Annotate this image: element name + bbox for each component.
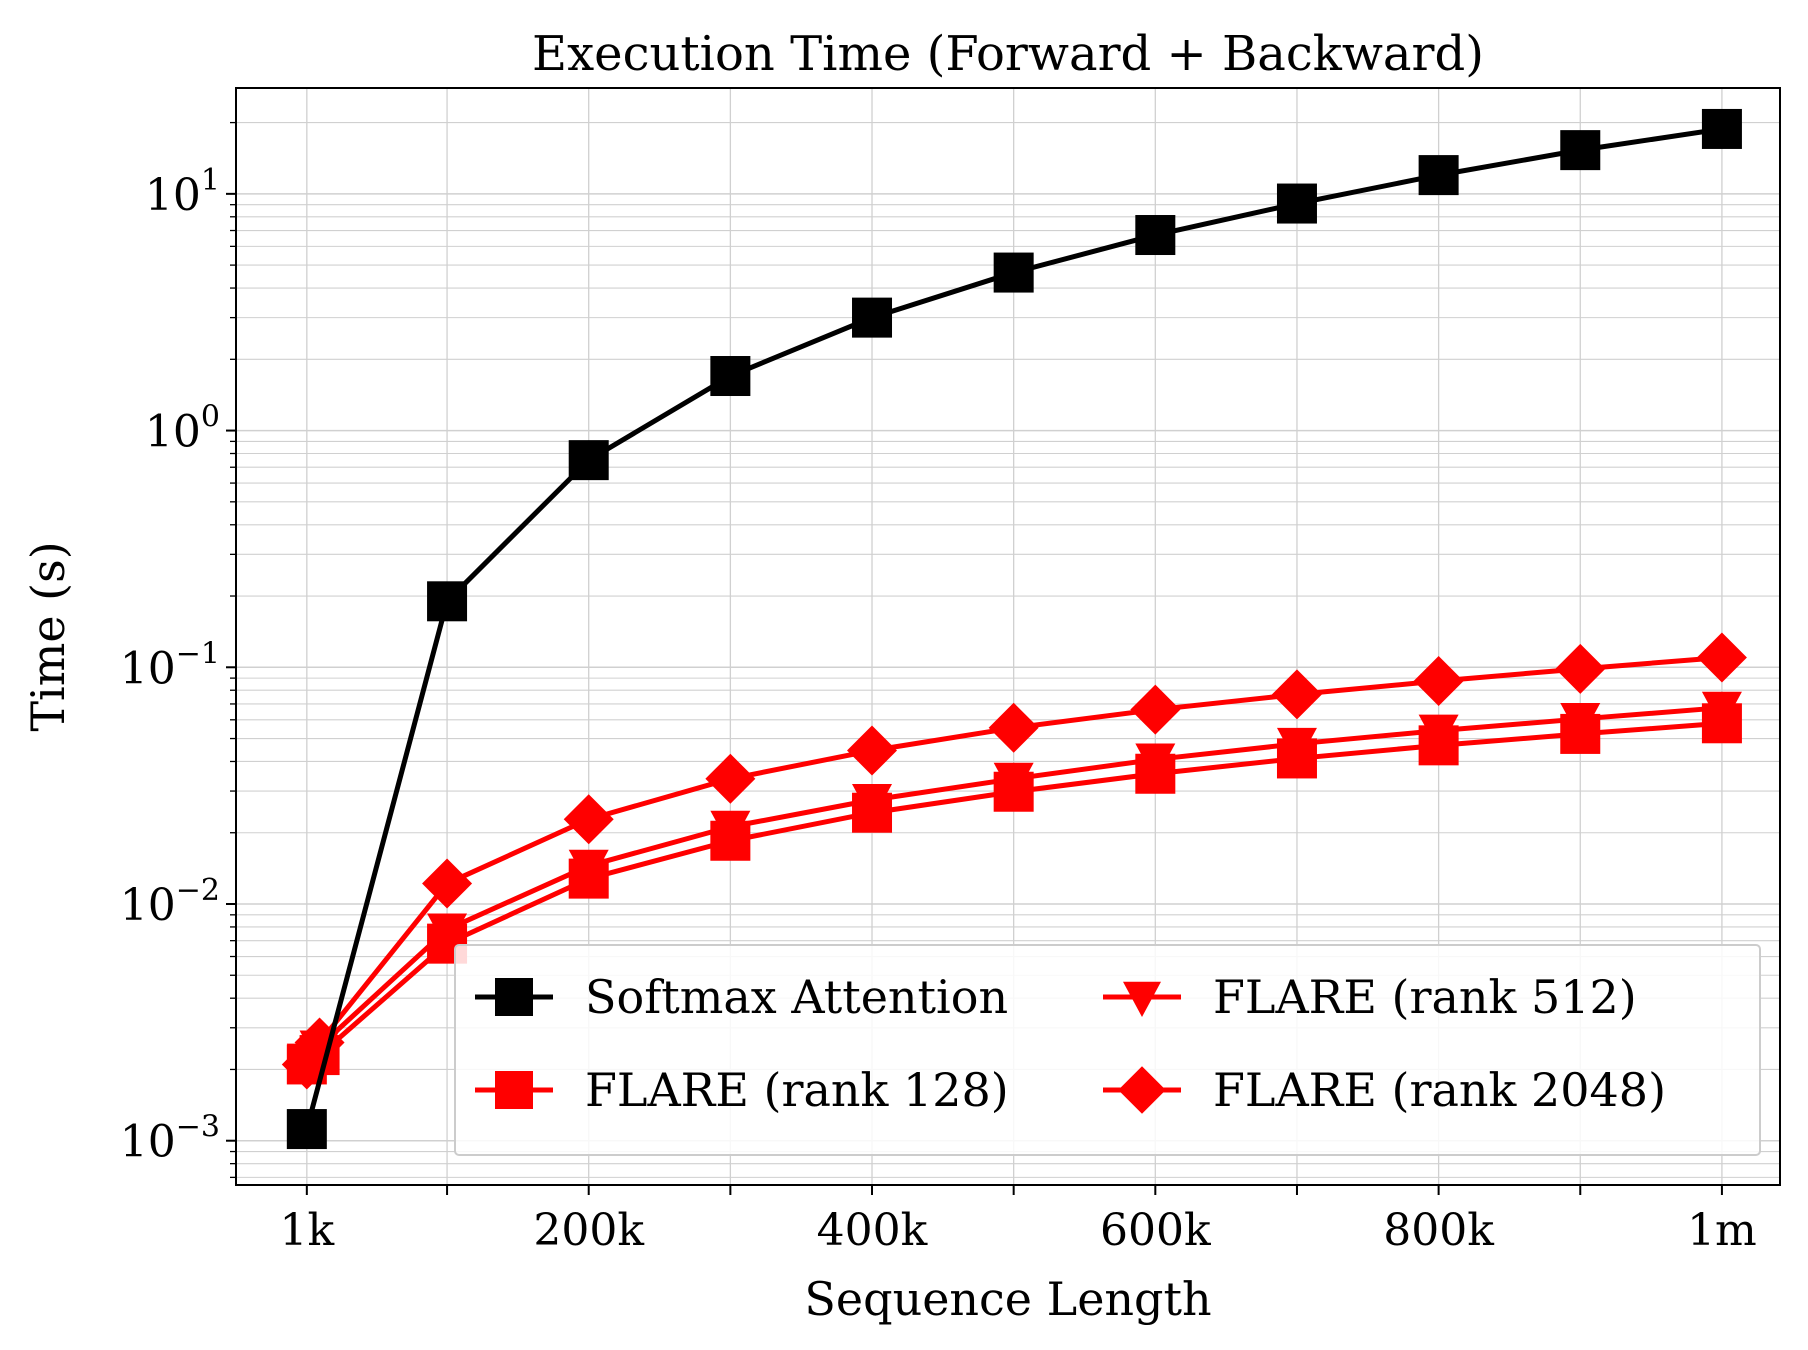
x-tick-label: 600k bbox=[1100, 1205, 1211, 1256]
data-point bbox=[1696, 632, 1747, 683]
data-point bbox=[1701, 691, 1742, 729]
y-tick-label: 10−1 bbox=[120, 636, 220, 694]
data-point bbox=[1555, 643, 1606, 694]
data-point bbox=[1560, 130, 1601, 171]
x-tick-label: 1k bbox=[279, 1205, 334, 1256]
legend-entry: FLARE (rank 512) bbox=[1103, 970, 1637, 1024]
data-point bbox=[1413, 656, 1464, 707]
x-tick-label: 1m bbox=[1687, 1205, 1757, 1256]
chart-title: Execution Time (Forward + Backward) bbox=[532, 26, 1484, 82]
y-tick-label: 101 bbox=[145, 163, 220, 221]
y-axis-label: Time (s) bbox=[21, 541, 75, 731]
x-tick-label: 200k bbox=[533, 1205, 644, 1256]
legend-swatch-marker bbox=[1118, 1066, 1166, 1114]
data-point bbox=[710, 810, 751, 848]
data-point bbox=[568, 440, 609, 481]
data-point bbox=[1418, 155, 1459, 196]
data-point bbox=[1560, 702, 1601, 740]
legend-entry: Softmax Attention bbox=[475, 970, 1008, 1024]
legend-swatch-marker bbox=[495, 1071, 533, 1109]
legend: Softmax Attention FLARE (rank 512) FLARE (… bbox=[454, 944, 1761, 1156]
legend-label: FLARE (rank 512) bbox=[1213, 970, 1637, 1024]
legend-entry: FLARE (rank 2048) bbox=[1103, 1063, 1666, 1117]
x-tick-label: 400k bbox=[817, 1205, 928, 1256]
data-point bbox=[1135, 743, 1176, 781]
data-point bbox=[852, 297, 893, 338]
legend-label: Softmax Attention bbox=[585, 970, 1008, 1024]
data-point bbox=[427, 913, 468, 951]
series-3 bbox=[281, 632, 1747, 1090]
data-point bbox=[286, 1109, 327, 1150]
data-point bbox=[988, 702, 1039, 753]
data-point bbox=[847, 725, 898, 776]
data-point bbox=[427, 581, 468, 622]
series-line bbox=[305, 705, 1723, 1062]
data-point bbox=[568, 849, 609, 887]
data-point bbox=[993, 252, 1034, 293]
legend-entry: FLARE (rank 128) bbox=[475, 1063, 1009, 1117]
data-point bbox=[1418, 714, 1459, 752]
data-point bbox=[710, 356, 751, 397]
data-point bbox=[705, 753, 756, 804]
data-point bbox=[993, 762, 1034, 800]
legend-swatch-marker bbox=[495, 978, 533, 1016]
x-axis-label: Sequence Length bbox=[804, 1272, 1211, 1326]
plot-frame bbox=[235, 87, 1781, 1186]
data-point bbox=[1276, 183, 1317, 224]
legend-label: FLARE (rank 2048) bbox=[1213, 1063, 1666, 1117]
y-tick-label: 100 bbox=[145, 400, 220, 458]
data-point bbox=[1271, 669, 1322, 720]
data-point bbox=[1130, 684, 1181, 735]
y-tick-label: 10−3 bbox=[120, 1110, 220, 1168]
series-0 bbox=[286, 108, 1742, 1150]
data-point bbox=[1701, 108, 1742, 149]
data-point bbox=[563, 794, 614, 845]
series-layer bbox=[281, 108, 1747, 1150]
data-point bbox=[852, 784, 893, 822]
data-point bbox=[1135, 215, 1176, 256]
legend-label: FLARE (rank 128) bbox=[585, 1063, 1009, 1117]
x-tick-label: 800k bbox=[1383, 1205, 1494, 1256]
data-point bbox=[1276, 727, 1317, 765]
series-line bbox=[304, 654, 1723, 1066]
data-point bbox=[422, 858, 473, 909]
y-tick-label: 10−2 bbox=[120, 873, 220, 931]
ticks: 1k 200k 400k 600k 800k 1m 10−3 10−2 10−1 100 101 bbox=[120, 121, 1757, 1256]
legend-box bbox=[454, 944, 1761, 1156]
legend-swatch-marker bbox=[1123, 981, 1161, 1017]
series-line bbox=[305, 720, 1723, 1067]
